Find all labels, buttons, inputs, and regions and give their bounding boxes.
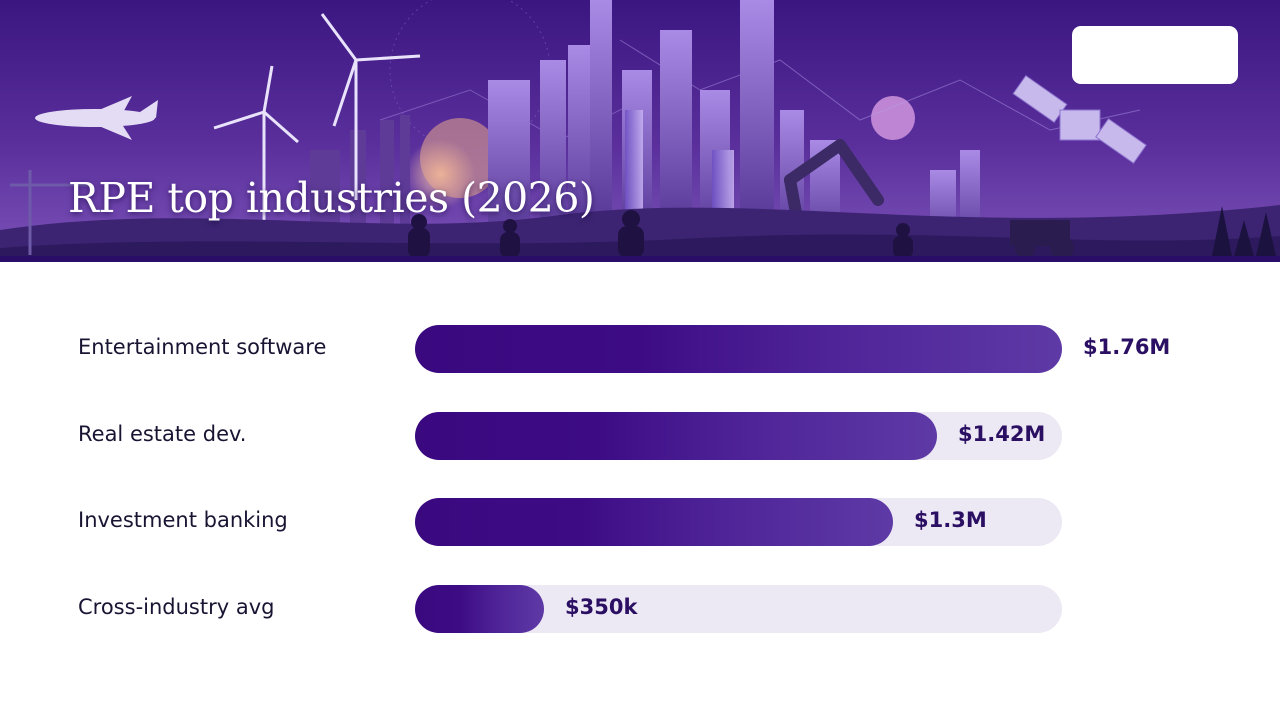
hero-banner <box>0 0 1280 262</box>
value-label: $1.42M <box>958 421 1046 446</box>
bar <box>415 498 893 546</box>
category-label: Cross-industry avg <box>78 594 275 619</box>
category-label: Investment banking <box>78 508 288 532</box>
category-label: Real estate dev. <box>78 421 247 446</box>
bar-track <box>415 584 1062 633</box>
bar-track <box>415 498 1062 546</box>
bar-track <box>415 325 1062 373</box>
bar <box>415 584 544 633</box>
value-label: $1.76M <box>1083 335 1171 359</box>
bar <box>415 325 1062 373</box>
hero-illustration <box>0 0 1280 262</box>
bar-track <box>415 411 1062 460</box>
value-label: $1.3M <box>914 508 987 532</box>
hero-divider <box>0 256 1280 262</box>
value-label: $350k <box>565 594 638 619</box>
logo-placeholder <box>1072 26 1238 84</box>
bar <box>415 411 937 460</box>
page-title: RPE top industries (2026) <box>68 174 595 222</box>
bar-chart: Entertainment software $1.76M Real estate … <box>0 262 1280 720</box>
category-label: Entertainment software <box>78 335 327 359</box>
